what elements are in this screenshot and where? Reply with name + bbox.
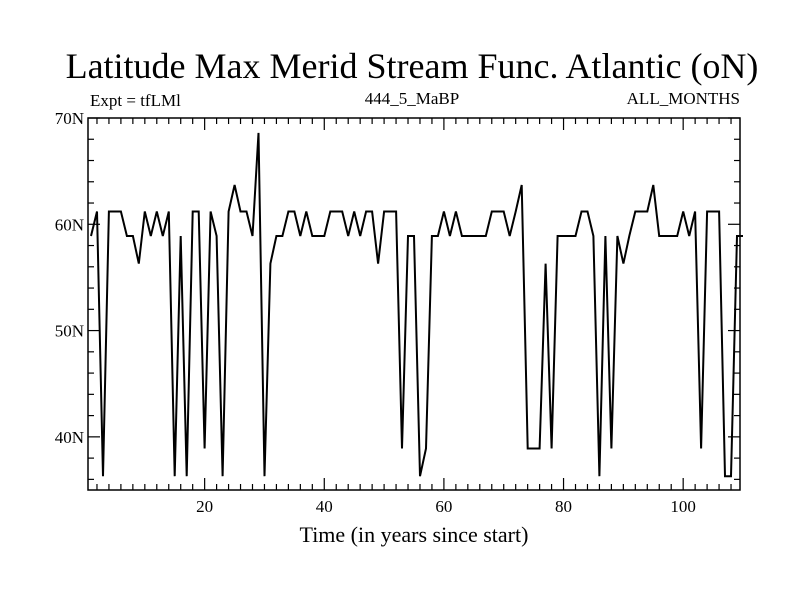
x-tick-label: 100 — [670, 497, 696, 516]
months-label: ALL_MONTHS — [627, 89, 740, 108]
x-tick-label: 80 — [555, 497, 572, 516]
y-tick-label: 60N — [55, 215, 84, 234]
x-tick-label: 20 — [196, 497, 213, 516]
experiment-label: Expt = tfLMl — [90, 91, 181, 110]
x-tick-label: 40 — [316, 497, 333, 516]
series-line — [90, 132, 743, 478]
x-axis-tick-labels: 20 40 60 80 100 — [196, 497, 696, 516]
x-axis-label: Time (in years since start) — [300, 522, 529, 547]
y-tick-label: 50N — [55, 322, 84, 341]
y-tick-label: 40N — [55, 428, 84, 447]
chart-title: Latitude Max Merid Stream Func. Atlantic… — [66, 46, 759, 86]
y-tick-label: 70N — [55, 109, 84, 128]
x-tick-label: 60 — [435, 497, 452, 516]
y-axis-tick-labels: 40N 50N 60N 70N — [55, 109, 84, 447]
plot-frame — [87, 117, 741, 491]
x-axis-ticks — [96, 118, 732, 490]
run-label: 444_5_MaBP — [365, 89, 459, 108]
